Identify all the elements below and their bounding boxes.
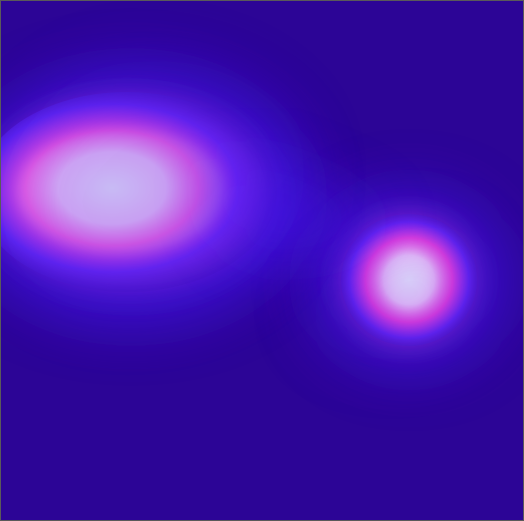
bridge-glow xyxy=(1,60,491,361)
